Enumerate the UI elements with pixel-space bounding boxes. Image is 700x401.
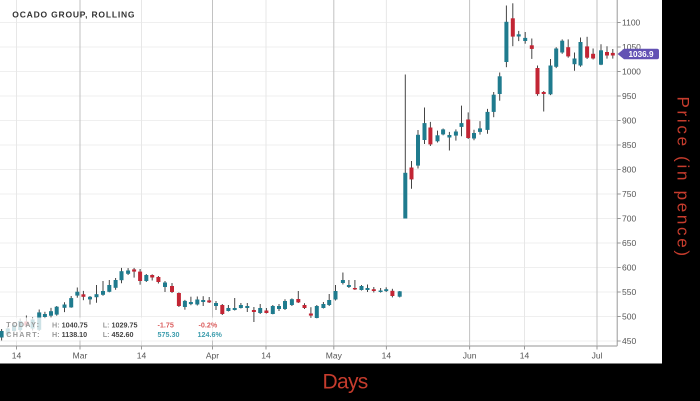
svg-text:TODAY:: TODAY: (6, 320, 40, 329)
svg-text:H: 1040.75: H: 1040.75 (52, 321, 88, 330)
svg-text:H: 1138.10: H: 1138.10 (52, 330, 87, 339)
svg-text:Jul: Jul (592, 351, 603, 361)
svg-text:Mar: Mar (73, 351, 88, 361)
svg-text:1036.9: 1036.9 (628, 50, 653, 59)
svg-text:750: 750 (622, 189, 636, 199)
svg-text:124.6%: 124.6% (198, 330, 223, 339)
svg-text:CHART:: CHART: (6, 330, 41, 339)
svg-text:950: 950 (622, 91, 636, 101)
svg-text:550: 550 (622, 287, 636, 297)
svg-text:Apr: Apr (206, 351, 219, 361)
svg-text:850: 850 (622, 140, 636, 150)
svg-text:L: 452.60: L: 452.60 (103, 330, 134, 339)
svg-text:900: 900 (622, 116, 636, 126)
svg-text:14: 14 (520, 351, 530, 361)
svg-text:1100: 1100 (622, 18, 641, 28)
svg-text:14: 14 (137, 351, 147, 361)
svg-text:575.30: 575.30 (158, 330, 180, 339)
svg-text:1050: 1050 (622, 42, 641, 52)
svg-text:500: 500 (622, 312, 636, 322)
svg-text:450: 450 (622, 336, 636, 346)
svg-text:L: 1029.75: L: 1029.75 (103, 321, 138, 330)
svg-text:May: May (326, 351, 343, 361)
svg-text:14: 14 (12, 351, 22, 361)
svg-text:-1.75: -1.75 (158, 321, 174, 330)
svg-text:800: 800 (622, 165, 636, 175)
svg-text:600: 600 (622, 263, 636, 273)
svg-text:Jun: Jun (463, 351, 477, 361)
svg-text:OCADO GROUP, ROLLING: OCADO GROUP, ROLLING (12, 10, 135, 20)
svg-text:Price (in pence): Price (in pence) (674, 97, 693, 259)
svg-text:700: 700 (622, 214, 636, 224)
svg-text:Days: Days (323, 370, 368, 393)
svg-text:1000: 1000 (622, 67, 641, 77)
svg-text:14: 14 (382, 351, 392, 361)
svg-text:650: 650 (622, 238, 636, 248)
svg-text:14: 14 (261, 351, 271, 361)
svg-text:-0.2%: -0.2% (199, 321, 218, 330)
